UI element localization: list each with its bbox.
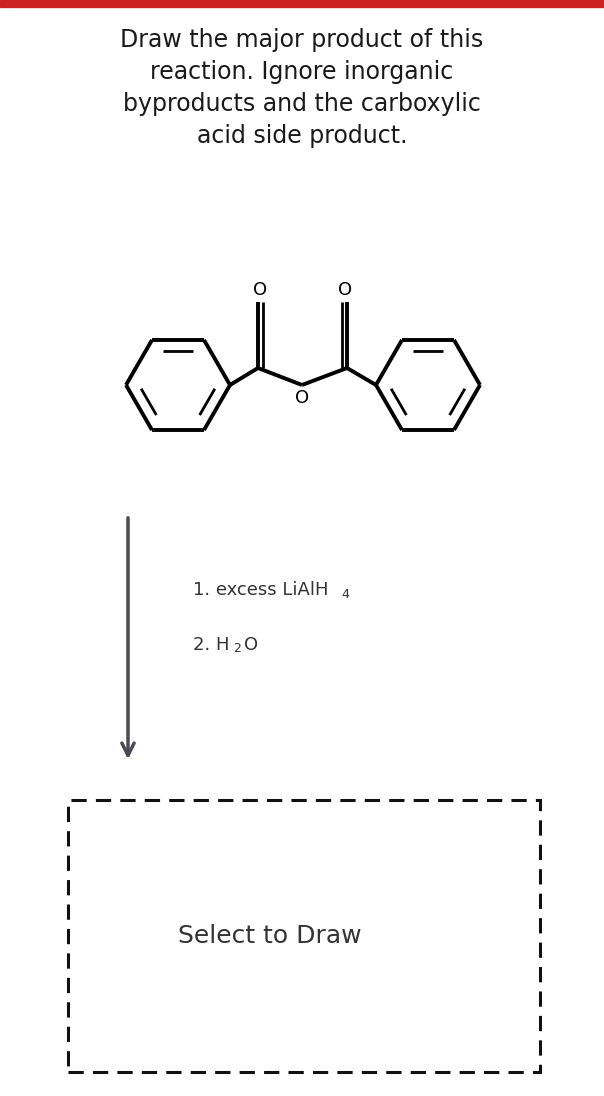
Text: O: O	[295, 389, 309, 407]
Text: 1. excess LiAlH: 1. excess LiAlH	[193, 581, 329, 600]
Text: O: O	[244, 636, 258, 654]
Text: 2. H: 2. H	[193, 636, 230, 654]
Text: acid side product.: acid side product.	[197, 124, 407, 148]
Text: O: O	[338, 281, 352, 299]
Bar	[68, 800, 540, 1072]
Text: reaction. Ignore inorganic: reaction. Ignore inorganic	[150, 60, 454, 84]
Text: 2: 2	[233, 642, 241, 655]
Text: Draw the major product of this: Draw the major product of this	[120, 28, 484, 52]
Text: 4: 4	[341, 587, 349, 601]
Text: O: O	[253, 281, 267, 299]
Bar	[0, 0, 604, 7]
Text: byproducts and the carboxylic: byproducts and the carboxylic	[123, 92, 481, 116]
Text: Select to Draw: Select to Draw	[178, 924, 362, 948]
